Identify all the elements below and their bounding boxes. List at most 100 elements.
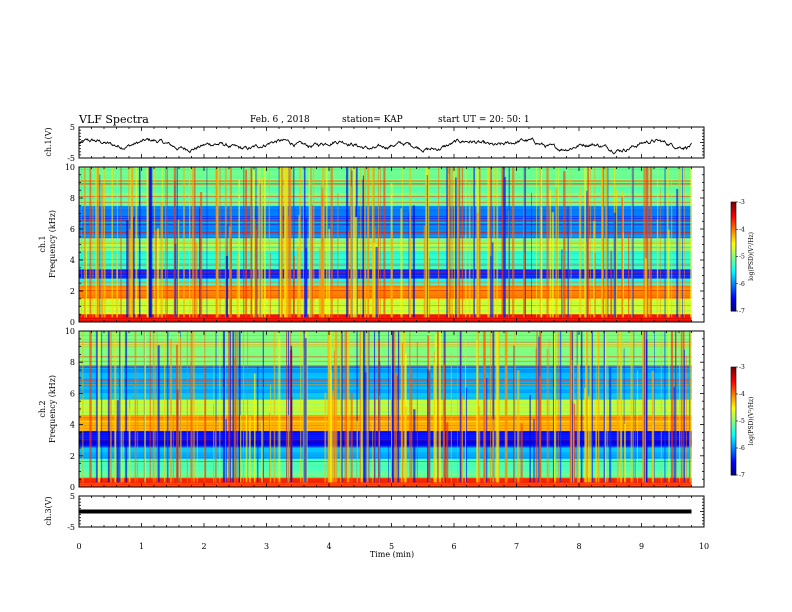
sferic-line (586, 331, 588, 483)
station-label: station= KAP (342, 115, 403, 125)
spectrogram-texture (79, 367, 692, 369)
sferic-line (366, 167, 370, 318)
sferic-line (607, 331, 609, 483)
colorbar-cell (731, 430, 736, 433)
spectrogram-texture (79, 320, 692, 322)
colorbar-cell (731, 209, 736, 212)
sferic-line (101, 331, 103, 483)
sferic-line (552, 331, 554, 483)
spectrogram-texture (79, 423, 692, 425)
sferic-line (154, 167, 156, 318)
sferic-line (520, 423, 523, 483)
sferic-line (356, 421, 358, 483)
sferic-line (569, 331, 572, 483)
sferic-line (345, 331, 348, 483)
spectrogram-texture (79, 463, 692, 465)
sferic-line (337, 193, 339, 318)
sferic-line (166, 331, 169, 483)
sferic-line (215, 331, 217, 483)
sferic-line (438, 167, 440, 318)
sferic-line (233, 358, 236, 483)
sferic-line (591, 331, 593, 483)
colorbar-tick-label: -4 (739, 391, 745, 398)
spectrogram-texture (79, 436, 692, 438)
sferic-line (571, 360, 573, 483)
spectrogram-texture (79, 391, 692, 393)
ch1-waveform-ylabel: ch.1(V) (44, 127, 53, 156)
sferic-line (375, 247, 378, 318)
sferic-line (81, 167, 82, 318)
sferic-line (624, 423, 626, 483)
sferic-line (413, 409, 416, 483)
sferic-line (238, 180, 240, 318)
chart-title: VLF Spectra (78, 113, 149, 126)
spectrogram-texture (79, 450, 692, 452)
sferic-line (622, 232, 624, 318)
ch2-frequency-ylabel: Frequency (kHz) (48, 375, 57, 443)
sferic-line (668, 331, 670, 483)
spectrogram-texture (79, 465, 692, 467)
sferic-line (350, 186, 353, 318)
sferic-line (166, 167, 168, 318)
sferic-line (286, 216, 289, 318)
sferic-line (125, 331, 128, 483)
sferic-line (364, 372, 367, 483)
sferic-line (683, 349, 685, 483)
sferic-line (675, 331, 677, 483)
sferic-line (643, 167, 646, 318)
colorbar-cell (731, 218, 736, 221)
colorbar-cell (731, 377, 736, 381)
sferic-line (89, 167, 92, 318)
colorbar-cell (731, 303, 736, 307)
sferic-line (636, 370, 638, 483)
spectrogram-texture (79, 421, 692, 423)
colorbar-cell (731, 388, 736, 391)
colorbar-cell (731, 300, 736, 303)
sferic-line (362, 175, 365, 318)
sferic-line (128, 408, 131, 483)
sferic-line (172, 414, 174, 483)
ch1-waveform-line (78, 137, 692, 155)
sferic-line (278, 167, 280, 318)
y-tick-label: 8 (70, 194, 75, 203)
sferic-line (215, 167, 218, 318)
sferic-line (447, 167, 450, 318)
spectrogram-texture (79, 477, 692, 479)
colorbar-cell (731, 238, 736, 241)
spectrogram-texture (79, 393, 692, 395)
colorbar-cell (731, 368, 736, 372)
sferic-line (631, 167, 633, 318)
sferic-line (216, 167, 219, 318)
spectrogram-texture (79, 349, 692, 351)
sferic-line (292, 167, 294, 318)
sferic-line (364, 167, 366, 318)
sferic-line (148, 167, 151, 318)
colorbar-label: log(PSD)(V²/Hz) (748, 397, 755, 446)
sferic-line (270, 253, 272, 318)
x-tick-label: 10 (699, 542, 709, 551)
spectrogram-texture (79, 389, 692, 391)
sferic-line (668, 229, 670, 318)
colorbar-cell (731, 236, 736, 239)
sferic-line (131, 167, 134, 318)
colorbar-cell (731, 404, 736, 408)
spectrogram-texture (79, 452, 692, 454)
colorbar-cell (731, 240, 736, 243)
sferic-line (116, 400, 120, 483)
sferic-line (533, 418, 535, 483)
sferic-line (679, 331, 681, 483)
sferic-line (664, 331, 666, 483)
sferic-line (492, 331, 495, 483)
sferic-line (298, 215, 300, 318)
spectrogram-texture (79, 375, 692, 377)
sferic-line (409, 167, 412, 318)
sferic-line (570, 167, 572, 318)
sferic-line (359, 331, 362, 483)
colorbar-cell (731, 223, 736, 227)
colorbar-cell (731, 394, 736, 397)
sferic-line (408, 212, 410, 318)
sferic-line (602, 167, 605, 318)
sferic-line (164, 331, 166, 483)
spectrogram-texture (79, 411, 692, 413)
colorbar-cell (731, 406, 736, 409)
